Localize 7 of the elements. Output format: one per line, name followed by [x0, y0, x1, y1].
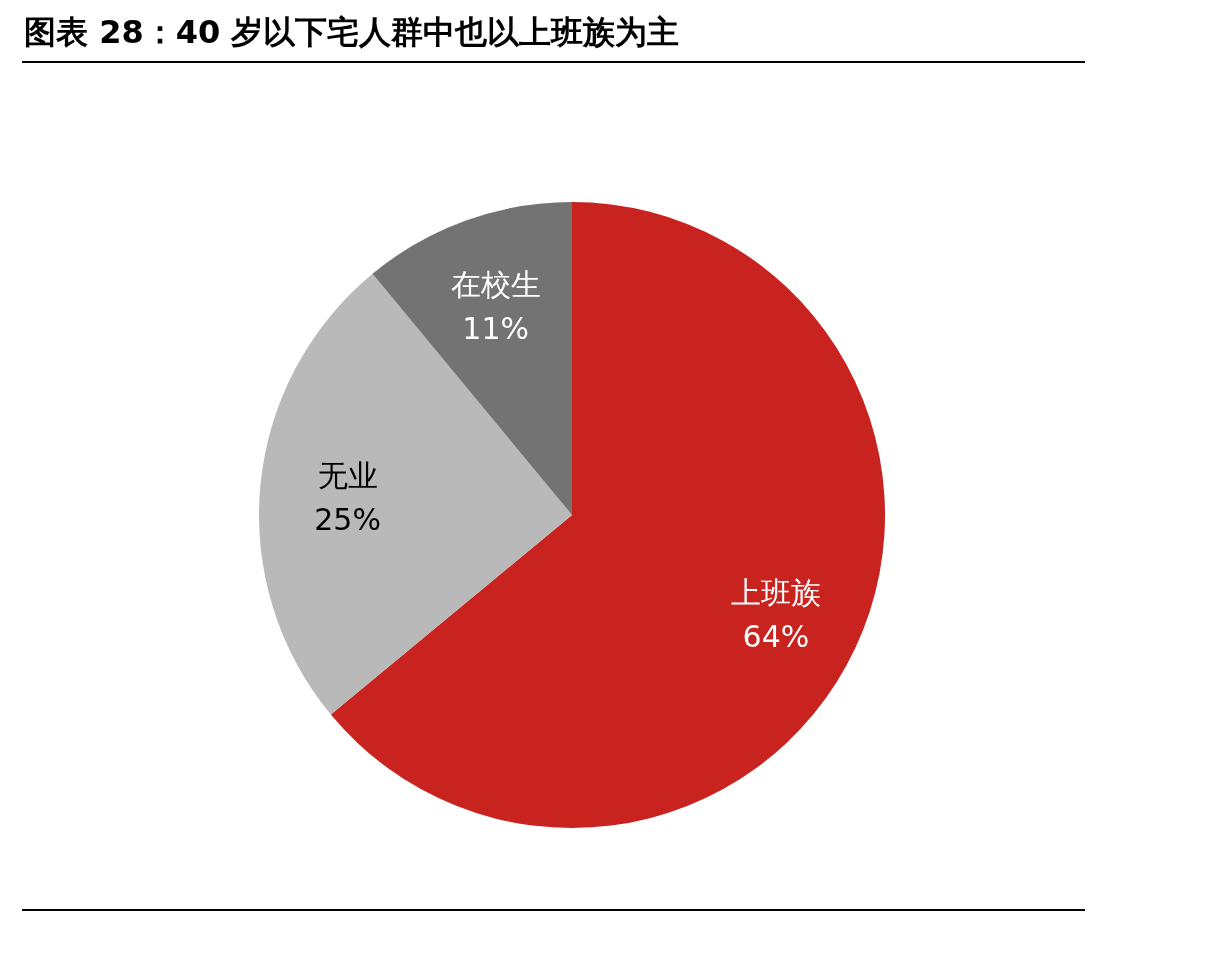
slice-label: 上班族 — [730, 574, 821, 610]
slice-label: 在校生 — [450, 266, 541, 302]
data-label: 64% — [742, 618, 810, 654]
slice-label: 无业 — [317, 457, 378, 493]
data-label: 11% — [462, 310, 530, 346]
chart-title: 图表 28：40 岁以下宅人群中也以上班族为主 — [24, 13, 680, 51]
data-label: 25% — [314, 501, 381, 537]
